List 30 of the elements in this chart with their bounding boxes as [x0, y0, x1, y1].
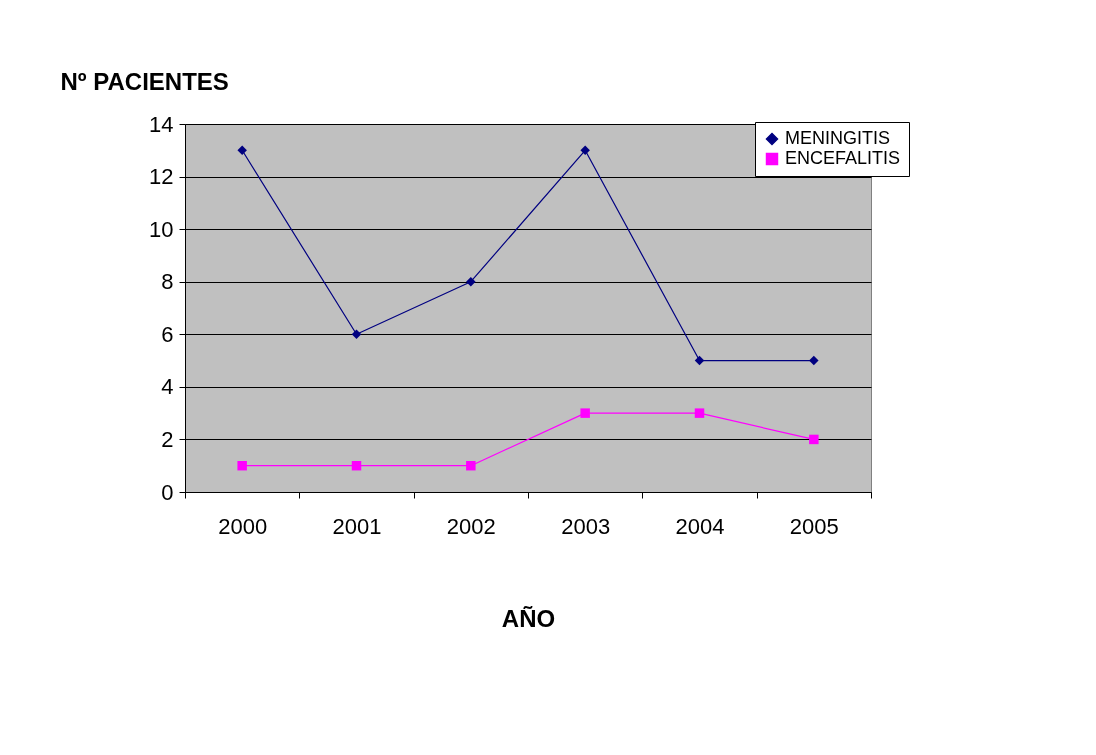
point — [466, 276, 476, 287]
point — [351, 460, 362, 471]
point — [466, 460, 476, 471]
x-tick-label: 2000 — [218, 513, 268, 539]
x-tick-label: 2001 — [332, 513, 382, 539]
point — [580, 145, 590, 156]
y-tick-label: 12 — [149, 164, 174, 190]
y-tick-label: 10 — [149, 216, 174, 242]
point — [694, 355, 705, 366]
y-tick-label: 0 — [161, 479, 174, 505]
point — [580, 408, 590, 418]
x-tick-label: 2003 — [561, 513, 611, 539]
x-tick-label: 2002 — [446, 513, 496, 539]
point — [237, 145, 247, 156]
y-tick-label: 14 — [149, 111, 174, 137]
x-tick-label: 2004 — [675, 513, 725, 539]
point — [237, 460, 247, 471]
x-axis-title: AÑO — [501, 604, 556, 632]
y-tick-label: 4 — [161, 374, 174, 400]
y-tick-label: 2 — [161, 426, 174, 452]
y-tick-label: 8 — [161, 269, 174, 295]
y-axis-title: Nº PACIENTES — [60, 67, 229, 95]
x-tick-label: 2005 — [789, 513, 839, 539]
y-tick-label: 6 — [161, 321, 174, 347]
legend-label: ENCEFALITIS — [785, 148, 901, 168]
point — [809, 355, 819, 366]
point — [809, 434, 819, 445]
legend-label: MENINGITIS — [785, 128, 891, 148]
point — [694, 408, 705, 418]
point — [351, 329, 362, 340]
